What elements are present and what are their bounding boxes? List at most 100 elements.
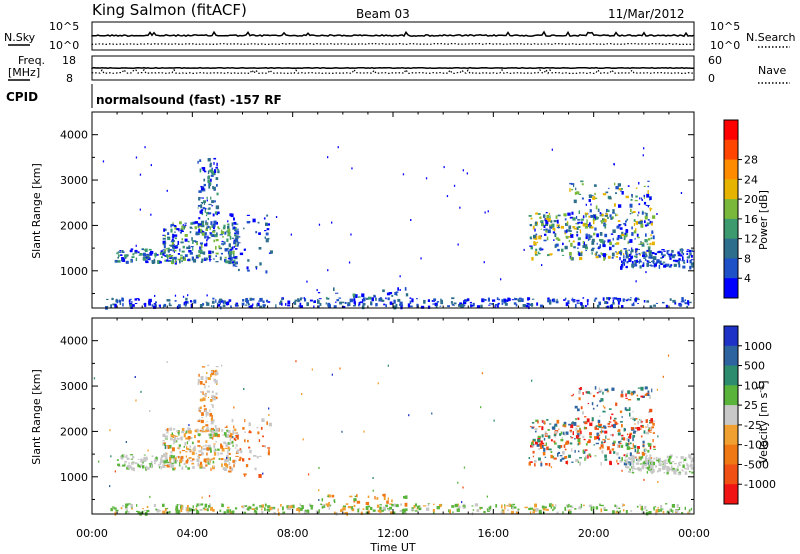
velocity-point	[625, 397, 628, 399]
power-point	[326, 297, 330, 300]
power-point	[243, 227, 245, 230]
power-point	[435, 305, 438, 309]
velocity-colorbar-label-main: Velocity [m s	[757, 392, 770, 463]
power-point	[608, 187, 610, 190]
power-point	[216, 192, 219, 196]
power-point	[395, 291, 399, 293]
velocity-point	[173, 459, 175, 464]
velocity-point	[215, 392, 218, 395]
power-point	[573, 227, 577, 230]
velocity-point	[671, 465, 673, 469]
velocity-point	[188, 449, 191, 452]
velocity-point	[626, 446, 630, 450]
velocity-point	[365, 501, 370, 506]
velocity-point	[575, 418, 577, 421]
power-point	[620, 237, 623, 239]
power-point	[227, 234, 231, 237]
power-point	[605, 305, 609, 309]
power-point	[132, 253, 135, 256]
velocity-point	[665, 462, 669, 464]
power-point	[238, 268, 240, 272]
velocity-point	[616, 510, 618, 513]
power-point	[576, 231, 579, 234]
velocity-point	[640, 435, 643, 438]
power-point	[237, 242, 241, 244]
velocity-point	[133, 467, 135, 472]
power-point	[102, 160, 105, 163]
velocity-point	[657, 435, 659, 438]
velocity-point	[349, 495, 353, 498]
power-point	[235, 302, 239, 305]
velocity-point	[620, 393, 624, 398]
velocity-point	[568, 509, 571, 512]
power-point	[182, 257, 186, 261]
power-point	[203, 188, 206, 192]
power-point	[631, 211, 634, 214]
power-point	[612, 297, 616, 299]
power-point	[156, 254, 159, 256]
velocity-point	[191, 462, 195, 465]
power-point	[212, 258, 215, 260]
power-point	[680, 248, 683, 251]
velocity-point	[480, 406, 482, 409]
power-point	[602, 239, 604, 243]
velocity-point	[667, 468, 670, 473]
power-point	[675, 259, 679, 263]
power-point	[237, 241, 239, 246]
power-point	[647, 262, 651, 264]
velocity-point	[479, 508, 481, 510]
power-point	[232, 226, 234, 230]
velocity-point	[653, 506, 655, 511]
velocity-point	[243, 388, 245, 390]
velocity-point	[603, 506, 606, 511]
power-point	[208, 250, 212, 254]
power-point	[187, 301, 189, 304]
power-point	[187, 240, 190, 243]
power-point	[203, 201, 206, 205]
velocity-point	[548, 448, 552, 451]
power-point	[573, 184, 575, 188]
velocity-point	[628, 407, 631, 411]
velocity-point	[571, 422, 573, 426]
power-point	[144, 146, 146, 149]
velocity-point	[604, 430, 608, 434]
velocity-point	[463, 466, 466, 469]
velocity-point	[140, 464, 144, 467]
power-point	[317, 292, 321, 294]
velocity-point	[220, 458, 224, 461]
power-colorbar-tick-label: 28	[744, 154, 758, 167]
power-point	[234, 234, 237, 237]
velocity-point	[600, 389, 603, 393]
velocity-point	[534, 503, 537, 508]
velocity-point	[93, 377, 96, 380]
power-point	[267, 301, 271, 303]
power-point	[115, 298, 118, 301]
power-point	[546, 236, 549, 241]
velocity-point	[226, 456, 228, 459]
power-point	[570, 232, 572, 235]
power-point	[578, 193, 582, 195]
power-point	[630, 198, 633, 201]
velocity-point	[171, 462, 174, 465]
velocity-point	[247, 439, 249, 443]
power-point	[649, 220, 652, 224]
velocity-point	[610, 434, 613, 436]
velocity-point	[549, 503, 553, 505]
velocity-point	[616, 459, 618, 463]
power-colorbar-tick-label: 24	[744, 173, 758, 186]
velocity-point	[166, 428, 169, 432]
velocity-point	[248, 457, 251, 461]
power-point	[608, 297, 610, 301]
velocity-point	[261, 508, 263, 511]
power-point	[344, 301, 347, 304]
power-point	[219, 234, 223, 236]
power-point	[432, 303, 435, 305]
velocity-point	[547, 435, 551, 439]
power-point	[639, 259, 641, 262]
power-point	[183, 225, 185, 230]
power-point	[616, 225, 620, 229]
power-point	[557, 238, 561, 241]
power-point	[545, 220, 549, 225]
velocity-point	[655, 509, 659, 513]
velocity-point	[164, 447, 166, 449]
